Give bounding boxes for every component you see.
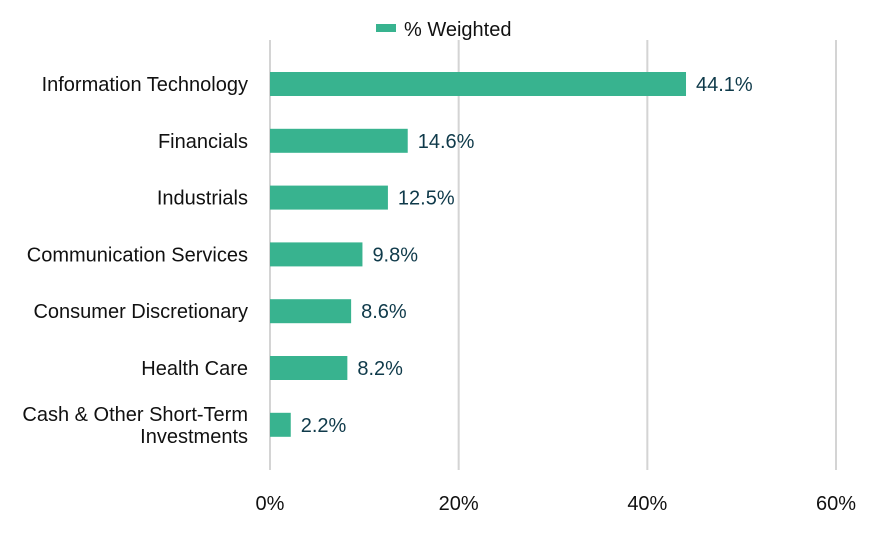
category-label: Communication Services [27, 244, 248, 266]
category-label-line: Health Care [141, 358, 248, 380]
bar [270, 128, 408, 153]
category-label-line: Industrials [157, 188, 248, 210]
bar [270, 242, 363, 267]
bar [270, 412, 291, 437]
category-label-line: Investments [140, 426, 248, 448]
data-labels: 44.1% 14.6% 12.5% 9.8% 8.6% 8.2% 2.2% [301, 74, 753, 437]
data-label: 8.6% [361, 301, 407, 323]
category-label: Industrials [157, 188, 248, 210]
bar [270, 299, 352, 324]
x-axis-tick-labels: 0% 20% 40% 60% [256, 493, 857, 515]
category-label-line: Cash & Other Short-Term [22, 404, 248, 426]
category-labels: Information Technology Financials Industri… [22, 74, 248, 448]
legend: % Weighted [376, 19, 511, 41]
data-label: 2.2% [301, 415, 347, 437]
data-label: 12.5% [398, 188, 455, 210]
bars [270, 72, 687, 437]
category-label: Health Care [141, 358, 248, 380]
bar [270, 185, 388, 210]
data-label: 44.1% [696, 74, 753, 96]
category-label-line: Communication Services [27, 244, 248, 266]
data-label: 8.2% [357, 358, 403, 380]
bar [270, 356, 348, 380]
x-tick-label: 40% [627, 493, 667, 515]
x-tick-label: 0% [256, 493, 285, 515]
data-label: 9.8% [372, 244, 418, 266]
category-label: Consumer Discretionary [33, 301, 248, 323]
legend-swatch [376, 24, 396, 32]
category-label-line: Consumer Discretionary [33, 301, 248, 323]
category-label: Information Technology [42, 74, 248, 96]
category-label-line: Financials [158, 131, 248, 153]
category-label: Financials [158, 131, 248, 153]
category-label: Cash & Other Short-Term Investments [22, 404, 248, 448]
x-tick-label: 20% [439, 493, 479, 515]
bar [270, 72, 687, 96]
x-tick-label: 60% [816, 493, 856, 515]
data-label: 14.6% [418, 131, 475, 153]
category-label-line: Information Technology [42, 74, 248, 96]
legend-label: % Weighted [404, 19, 511, 41]
